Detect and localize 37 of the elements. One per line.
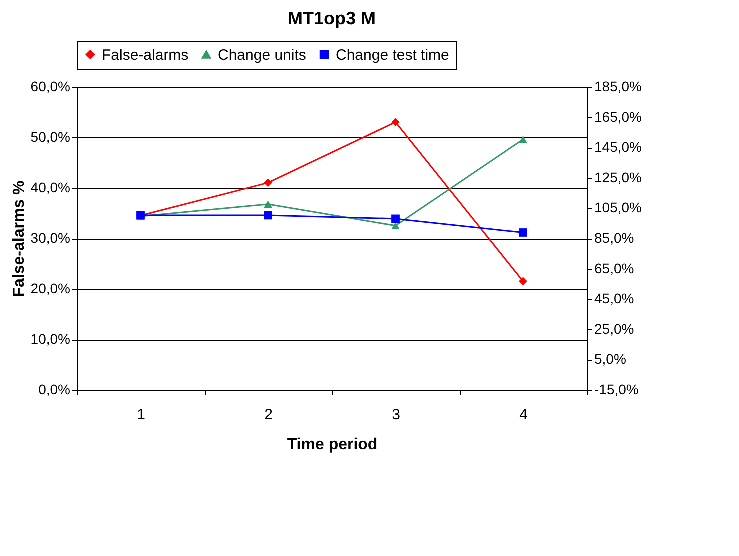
y-tick-label: 10,0%	[30, 331, 70, 347]
y-tick-label: 60,0%	[30, 78, 70, 94]
legend-label: Change units	[218, 46, 306, 64]
point	[519, 228, 528, 237]
y-tick-label: 0,0%	[38, 382, 70, 398]
y2-tick-label: -15,0%	[594, 382, 639, 398]
y2-tick-label: 125,0%	[594, 169, 642, 186]
y2-tick-label: 65,0%	[594, 260, 634, 276]
point	[264, 200, 272, 208]
point	[264, 178, 272, 188]
y2-tick-label: 185,0%	[594, 78, 642, 94]
chart-title: MT1op3 M	[288, 8, 376, 28]
legend-label: Change test time	[336, 46, 450, 64]
y-tick-label: 20,0%	[30, 280, 70, 296]
y2-tick-label: 5,0%	[594, 351, 626, 368]
y-axis-title: False-alarms %	[10, 180, 28, 298]
x-tick-label: 4	[520, 406, 528, 424]
x-axis-title: Time period	[287, 436, 378, 454]
x-tick-label: 3	[392, 406, 400, 424]
y2-tick-label: 25,0%	[594, 320, 634, 337]
y2-tick-label: 165,0%	[594, 108, 642, 125]
point	[519, 136, 528, 144]
x-tick-label: 2	[264, 406, 273, 424]
point	[392, 214, 400, 224]
point	[264, 211, 272, 220]
y2-tick-label: 85,0%	[594, 230, 634, 246]
point	[519, 277, 528, 286]
y2-tick-label: 105,0%	[594, 200, 642, 216]
y-tick-label: 40,0%	[30, 180, 70, 196]
point	[392, 222, 400, 230]
y2-tick-label: 45,0%	[594, 290, 634, 307]
point	[392, 118, 400, 127]
y2-tick-label: 145,0%	[594, 139, 642, 156]
y-tick-label: 30,0%	[30, 230, 70, 246]
y-tick-label: 50,0%	[30, 129, 70, 145]
legend-label: False-alarms	[102, 46, 189, 64]
x-tick-label: 1	[137, 406, 146, 424]
